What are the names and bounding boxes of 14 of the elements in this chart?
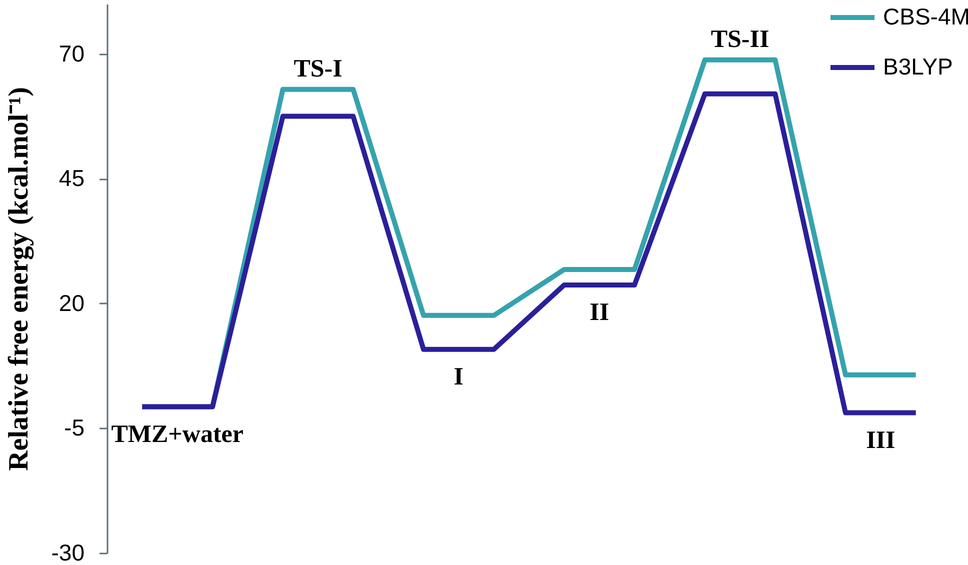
annotation: TMZ+water xyxy=(111,420,244,448)
y-tick-label: -30 xyxy=(51,540,84,565)
y-tick-label: 20 xyxy=(58,290,84,316)
annotation: III xyxy=(866,426,896,454)
annotation: TS-I xyxy=(294,55,342,82)
annotation: II xyxy=(590,298,610,326)
y-tick-label: 45 xyxy=(58,165,84,192)
y-axis-title: Relative free energy (kcal.mol⁻¹) xyxy=(3,87,34,471)
annotation: I xyxy=(454,363,464,390)
legend-label: CBS-4M xyxy=(883,4,968,30)
y-tick-label: -5 xyxy=(64,414,84,441)
annotation: TS-II xyxy=(710,26,770,53)
y-tick-label: 70 xyxy=(58,40,84,66)
legend-label: B3LYP xyxy=(883,54,953,80)
